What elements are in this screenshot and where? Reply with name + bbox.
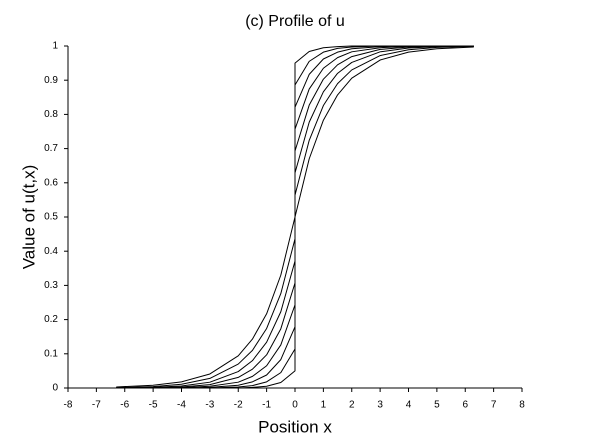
x-tick-label: -5 [149,400,158,411]
x-tick-label: 0 [292,400,298,411]
y-tick-label: 0.6 [44,177,58,188]
x-tick-label: -6 [120,400,129,411]
chart-title: (c) Profile of u [245,13,345,30]
y-tick-label: 1 [52,41,58,52]
x-tick-label: -3 [205,400,214,411]
y-tick-label: 0.9 [44,75,58,86]
x-axis-title: Position x [258,417,332,436]
y-tick-label: 0.1 [44,348,58,359]
x-tick-label: 7 [491,400,497,411]
x-tick-label: -8 [64,400,73,411]
x-tick-label: 6 [462,400,468,411]
y-axis-title: Value of u(t,x) [19,165,38,270]
y-tick-label: 0.8 [44,109,58,120]
x-tick-label: -4 [177,400,186,411]
x-tick-label: 1 [321,400,327,411]
y-tick-label: 0.7 [44,143,58,154]
x-tick-label: 4 [406,400,412,411]
x-tick-label: -1 [262,400,271,411]
x-tick-label: 2 [349,400,355,411]
y-tick-label: 0.3 [44,280,58,291]
y-tick-label: 0 [52,383,58,394]
x-tick-label: 8 [519,400,525,411]
x-tick-label: -7 [92,400,101,411]
line-series [116,45,474,389]
x-tick-label: 5 [434,400,440,411]
y-tick-label: 0.5 [44,212,58,223]
x-tick-label: 3 [377,400,383,411]
y-tick-label: 0.2 [44,314,58,325]
y-tick-label: 0.4 [44,246,58,257]
x-tick-label: -2 [234,400,243,411]
